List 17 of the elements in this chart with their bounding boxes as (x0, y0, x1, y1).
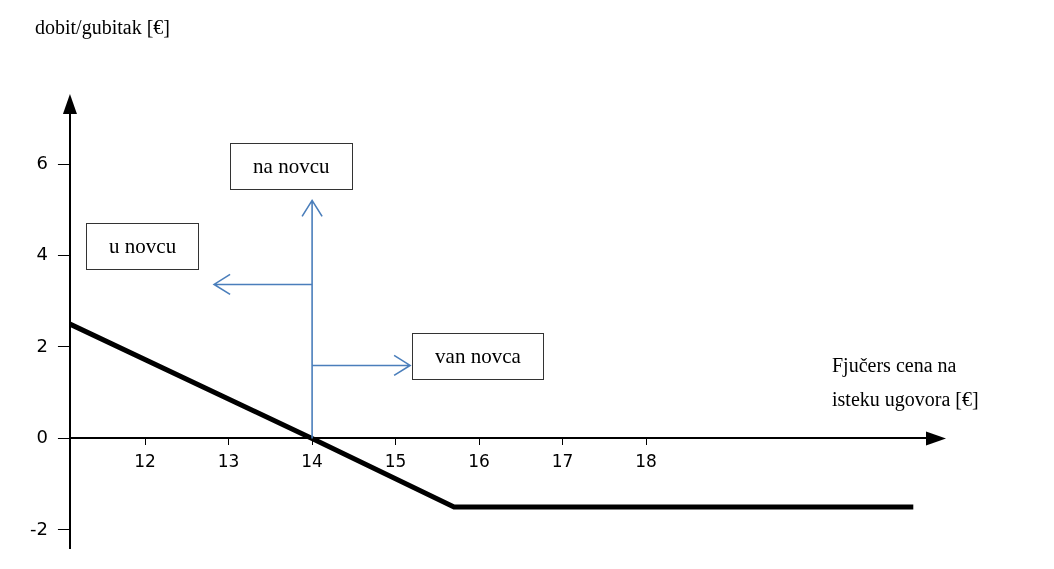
x-tick-label: 18 (635, 451, 657, 472)
annotation: u novcu (86, 223, 200, 271)
annotation: van novca (412, 333, 544, 381)
y-tick-label: -2 (29, 517, 48, 539)
x-axis-title: Fjučers cena na isteku ugovora [€] (832, 353, 980, 413)
x-tick-label: 14 (301, 451, 323, 472)
x-tick-label: 13 (217, 451, 240, 472)
x-tick-label: 17 (551, 451, 574, 472)
y-axis-title: dobit/gubitak [€] (35, 15, 170, 41)
annotation: na novcu (230, 143, 353, 191)
y-tick-label: 4 (36, 243, 48, 265)
x-tick-label: 16 (468, 451, 490, 472)
y-tick-label: 0 (36, 426, 48, 448)
x-tick-label: 15 (384, 451, 407, 472)
x-tick-label: 12 (134, 451, 156, 472)
y-tick-label: 2 (36, 334, 48, 356)
y-tick-label: 6 (36, 151, 48, 173)
